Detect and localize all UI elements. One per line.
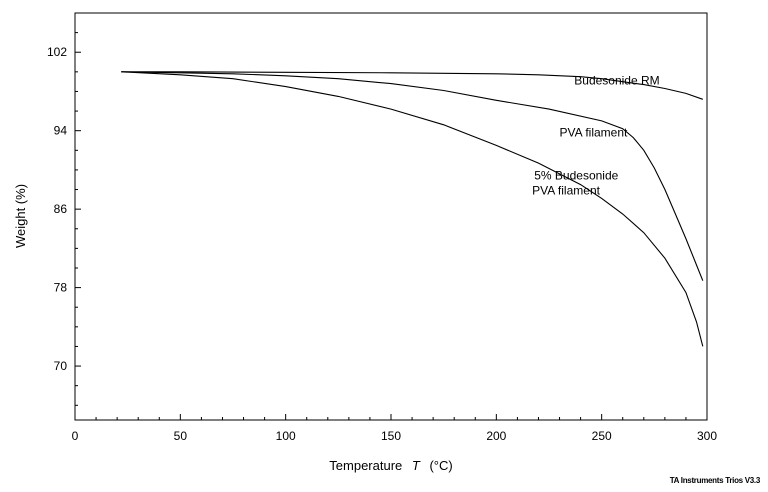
y-axis-ticks: 70 78 86 94 102 [47,12,81,406]
x-axis-title: Temperature T (°C) [329,458,452,473]
series-line-1 [121,71,703,100]
x-tick-label: 100 [276,429,296,443]
series-line-3 [121,71,704,347]
x-tick-label: 50 [174,429,188,443]
series-line-2 [121,71,704,281]
y-axis-title: Weight (%) [13,184,28,248]
x-axis-symbol: T [412,458,421,473]
x-tick-label: 300 [697,429,717,443]
x-tick-label: 200 [486,429,506,443]
y-tick-label: 102 [47,45,67,59]
y-tick-label: 70 [54,359,68,373]
software-watermark: TA Instruments Trios V3.3 [669,476,761,485]
x-axis-unit: (°C) [429,458,452,473]
x-axis-ticks: 0 50 100 150 200 250 300 [72,414,717,443]
x-axis-label: Temperature [329,458,402,473]
x-tick-label: 0 [72,429,79,443]
y-tick-label: 86 [54,202,68,216]
series-annotation: Budesonide RM [574,74,659,88]
y-tick-label: 78 [54,281,68,295]
series-annotation: PVA filament [560,126,628,140]
series-annotation: 5% Budesonide [534,169,618,183]
series-lines [121,71,704,347]
y-tick-label: 94 [54,124,68,138]
x-tick-label: 150 [381,429,401,443]
x-tick-label: 250 [592,429,612,443]
series-annotation: PVA filament [532,183,600,197]
